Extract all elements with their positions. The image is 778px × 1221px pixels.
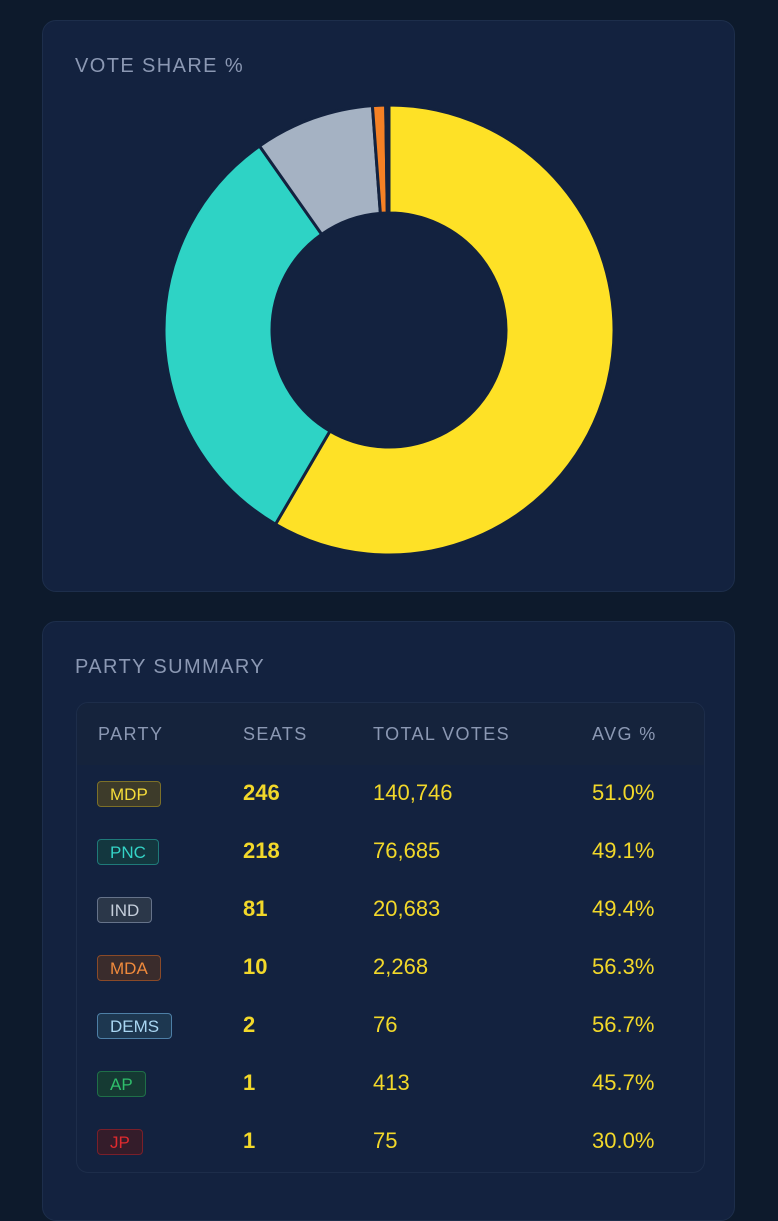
total-votes-value: 413 <box>373 1070 410 1096</box>
total-votes-value: 76,685 <box>373 838 440 864</box>
vote-share-card: VOTE SHARE % <box>42 20 735 592</box>
party-badge: JP <box>97 1129 143 1155</box>
party-badge: IND <box>97 897 152 923</box>
avg-percent-value: 49.4% <box>592 896 654 922</box>
header-total-votes: TOTAL VOTES <box>373 724 510 745</box>
seats-value: 1 <box>243 1070 255 1096</box>
party-summary-title: PARTY SUMMARY <box>75 656 265 679</box>
total-votes-value: 75 <box>373 1128 397 1154</box>
table-row: MDA 10 2,268 56.3% <box>77 939 704 997</box>
party-summary-card: PARTY SUMMARY PARTY SEATS TOTAL VOTES AV… <box>42 621 735 1221</box>
table-row: MDP 246 140,746 51.0% <box>77 765 704 823</box>
header-seats: SEATS <box>243 724 308 745</box>
party-badge: MDA <box>97 955 161 981</box>
party-badge: PNC <box>97 839 159 865</box>
seats-value: 2 <box>243 1012 255 1038</box>
table-row: DEMS 2 76 56.7% <box>77 997 704 1055</box>
table-row: AP 1 413 45.7% <box>77 1055 704 1113</box>
header-avg: AVG % <box>592 724 657 745</box>
total-votes-value: 76 <box>373 1012 397 1038</box>
seats-value: 218 <box>243 838 280 864</box>
seats-value: 81 <box>243 896 267 922</box>
total-votes-value: 140,746 <box>373 780 453 806</box>
seats-value: 246 <box>243 780 280 806</box>
party-summary-table: PARTY SEATS TOTAL VOTES AVG % MDP 246 140,… <box>76 702 705 1173</box>
avg-percent-value: 56.7% <box>592 1012 654 1038</box>
avg-percent-value: 56.3% <box>592 954 654 980</box>
avg-percent-value: 51.0% <box>592 780 654 806</box>
avg-percent-value: 49.1% <box>592 838 654 864</box>
total-votes-value: 2,268 <box>373 954 428 980</box>
table-row: IND 81 20,683 49.4% <box>77 881 704 939</box>
vote-share-donut-chart <box>43 21 736 593</box>
header-party: PARTY <box>98 724 163 745</box>
party-badge: AP <box>97 1071 146 1097</box>
table-header: PARTY SEATS TOTAL VOTES AVG % <box>77 703 704 765</box>
seats-value: 10 <box>243 954 267 980</box>
table-row: PNC 218 76,685 49.1% <box>77 823 704 881</box>
avg-percent-value: 30.0% <box>592 1128 654 1154</box>
seats-value: 1 <box>243 1128 255 1154</box>
total-votes-value: 20,683 <box>373 896 440 922</box>
table-row: JP 1 75 30.0% <box>77 1113 704 1171</box>
party-badge: MDP <box>97 781 161 807</box>
party-badge: DEMS <box>97 1013 172 1039</box>
avg-percent-value: 45.7% <box>592 1070 654 1096</box>
